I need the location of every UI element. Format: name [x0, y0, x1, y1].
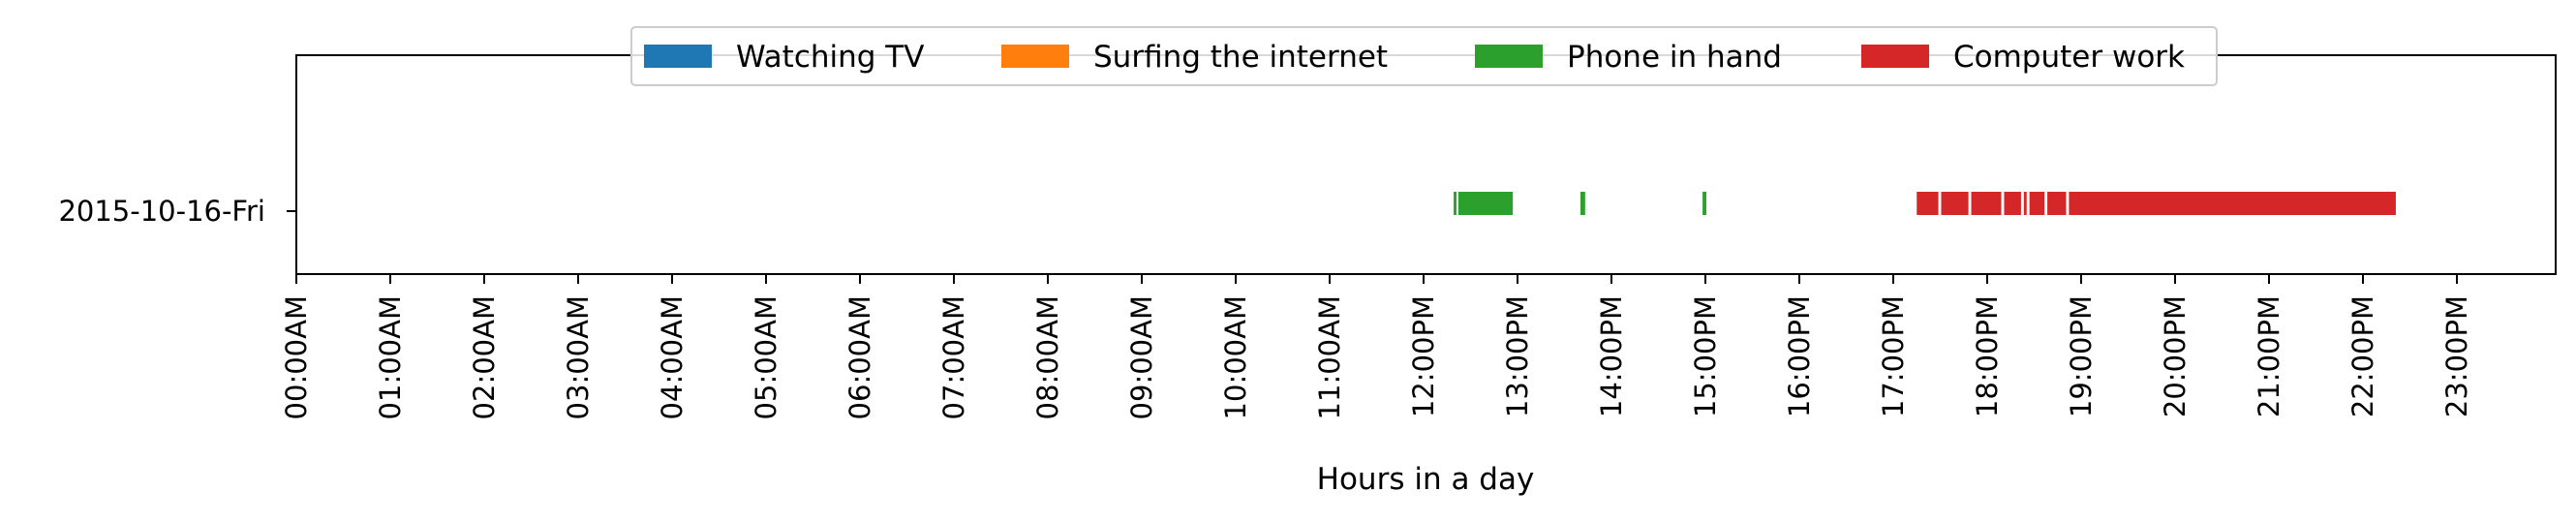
y-tick-label: 2015-10-16-Fri — [58, 195, 265, 228]
bar-computer-work-7 — [2069, 192, 2396, 215]
bar-phone-in-hand-1 — [1457, 192, 1514, 215]
bar-computer-work-3 — [2004, 192, 2021, 215]
x-tick-label: 18:00PM — [1971, 295, 2004, 417]
x-tick-label: 00:00AM — [280, 295, 313, 419]
x-tick-label: 09:00AM — [1125, 295, 1158, 419]
x-tick-label: 02:00AM — [468, 295, 501, 419]
legend: Watching TV Surfing the internet Phone in … — [630, 26, 2218, 86]
bar-computer-work-5 — [2029, 192, 2045, 215]
plot-frame — [295, 54, 2557, 275]
y-axis: 2015-10-16-Fri — [58, 195, 296, 228]
x-tick-label: 11:00AM — [1313, 295, 1346, 419]
x-tick-label: 06:00AM — [843, 295, 876, 419]
bar-computer-work-6 — [2047, 192, 2067, 215]
bar-phone-in-hand-0 — [1454, 192, 1457, 215]
bar-phone-in-hand-2 — [1579, 192, 1585, 215]
legend-box — [630, 26, 2218, 86]
x-tick-label: 04:00AM — [656, 295, 689, 419]
bar-computer-work-1 — [1941, 192, 1969, 215]
legend-label: Computer work — [1953, 40, 2185, 75]
x-tick-label: 21:00PM — [2253, 295, 2285, 417]
x-tick-label: 07:00AM — [937, 295, 970, 419]
legend-label: Phone in hand — [1567, 40, 1782, 75]
bar-computer-work-4 — [2023, 192, 2027, 215]
legend-item-computer-work: Computer work — [1861, 40, 2185, 75]
x-tick-label: 03:00AM — [562, 295, 595, 419]
legend-swatch — [1475, 45, 1543, 68]
x-tick-label: 23:00PM — [2440, 295, 2473, 417]
x-tick-label: 08:00AM — [1031, 295, 1064, 419]
x-tick-label: 17:00PM — [1877, 295, 1910, 417]
bars-layer — [1454, 192, 2396, 215]
x-axis-title: Hours in a day — [1317, 462, 1535, 497]
x-axis: 00:00AM 01:00AM 02:00AM 03:00AM 04:00AM 05:00… — [280, 274, 2473, 419]
bar-phone-in-hand-3 — [1702, 192, 1706, 215]
x-tick-label: 14:00PM — [1595, 295, 1628, 417]
x-tick-label: 12:00PM — [1407, 295, 1440, 417]
x-tick-label: 20:00PM — [2159, 295, 2192, 417]
legend-item-watching-tv: Watching TV — [644, 40, 924, 75]
x-tick-label: 16:00PM — [1783, 295, 1816, 417]
bar-computer-work-0 — [1917, 192, 1939, 215]
x-tick-label: 13:00PM — [1501, 295, 1534, 417]
legend-label: Surfing the internet — [1093, 40, 1388, 75]
x-tick-label: 15:00PM — [1689, 295, 1722, 417]
x-tick-label: 05:00AM — [750, 295, 782, 419]
bar-computer-work-2 — [1971, 192, 2002, 215]
legend-item-surfing-the-internet: Surfing the internet — [1001, 40, 1388, 75]
x-tick-label: 22:00PM — [2346, 295, 2379, 417]
legend-label: Watching TV — [736, 40, 924, 75]
legend-item-phone-in-hand: Phone in hand — [1475, 40, 1782, 75]
x-tick-label: 01:00AM — [374, 295, 407, 419]
legend-swatch — [644, 45, 712, 68]
legend-swatch — [1861, 45, 1929, 68]
x-tick-label: 10:00AM — [1219, 295, 1252, 419]
x-tick-label: 19:00PM — [2065, 295, 2098, 417]
legend-swatch — [1001, 45, 1069, 68]
